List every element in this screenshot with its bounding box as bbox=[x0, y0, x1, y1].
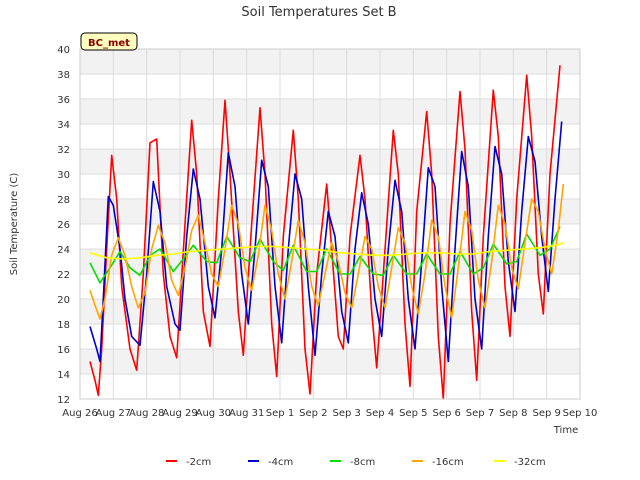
x-tick-label: Sep 6 bbox=[432, 408, 460, 419]
series-layer bbox=[89, 65, 565, 400]
grid-band bbox=[80, 49, 580, 74]
y-tick-label: 26 bbox=[57, 220, 70, 231]
series-line-2cm bbox=[89, 65, 561, 400]
x-tick-label: Aug 31 bbox=[229, 408, 264, 419]
legend: -2cm -4cm -8cm -16cm -32cm bbox=[166, 457, 546, 468]
legend-label: -16cm bbox=[432, 457, 464, 468]
x-tick-label: Sep 7 bbox=[466, 408, 494, 419]
y-tick-label: 32 bbox=[57, 145, 70, 156]
grid-band bbox=[80, 349, 580, 374]
background-bands bbox=[80, 49, 580, 374]
grid-band bbox=[80, 299, 580, 324]
y-tick-label: 14 bbox=[57, 370, 70, 381]
x-tick-label: Sep 10 bbox=[563, 408, 598, 419]
y-tick-label: 34 bbox=[57, 120, 70, 131]
x-tick-label: Aug 30 bbox=[196, 408, 231, 419]
legend-label: -4cm bbox=[268, 457, 293, 468]
legend-label: -8cm bbox=[350, 457, 375, 468]
y-tick-label: 20 bbox=[57, 295, 70, 306]
y-axis-label: Soil Temperature (C) bbox=[9, 173, 20, 276]
x-tick-label: Aug 26 bbox=[62, 408, 97, 419]
y-axis: 12 14 16 18 20 22 24 26 28 30 32 34 36 38 40 bbox=[57, 45, 70, 406]
chart-title: Soil Temperatures Set B bbox=[241, 5, 396, 20]
x-tick-label: Aug 29 bbox=[162, 408, 197, 419]
site-badge: BC_met bbox=[80, 32, 138, 51]
plot-area bbox=[79, 48, 581, 400]
y-tick-label: 28 bbox=[57, 195, 70, 206]
y-tick-label: 40 bbox=[57, 45, 70, 56]
x-tick-label: Sep 5 bbox=[399, 408, 427, 419]
x-tick-label: Sep 2 bbox=[299, 408, 327, 419]
x-tick-label: Sep 3 bbox=[332, 408, 360, 419]
legend-label: -32cm bbox=[514, 457, 546, 468]
x-tick-label: Sep 4 bbox=[366, 408, 394, 419]
y-tick-label: 12 bbox=[57, 395, 70, 406]
legend-label: -2cm bbox=[186, 457, 211, 468]
x-tick-label: Sep 9 bbox=[532, 408, 560, 419]
y-tick-label: 18 bbox=[57, 320, 70, 331]
y-tick-label: 36 bbox=[57, 95, 70, 106]
y-tick-label: 30 bbox=[57, 170, 70, 181]
y-tick-label: 16 bbox=[57, 345, 70, 356]
x-tick-label: Sep 8 bbox=[499, 408, 527, 419]
y-tick-label: 38 bbox=[57, 70, 70, 81]
x-axis-label: Time bbox=[553, 425, 578, 436]
y-tick-label: 24 bbox=[57, 245, 70, 256]
x-tick-label: Sep 1 bbox=[266, 408, 294, 419]
grid-band bbox=[80, 99, 580, 124]
site-badge-box bbox=[80, 32, 138, 51]
site-badge-label: BC_met bbox=[88, 38, 130, 49]
grid-band bbox=[80, 149, 580, 174]
series-line-4cm bbox=[89, 121, 563, 363]
plot-frame bbox=[79, 48, 581, 400]
y-tick-label: 22 bbox=[57, 270, 70, 281]
x-tick-label: Aug 28 bbox=[129, 408, 164, 419]
series-line-16cm bbox=[89, 183, 565, 320]
series-line-8cm bbox=[89, 226, 561, 284]
series-line-32cm bbox=[89, 242, 564, 260]
x-tick-label: Aug 27 bbox=[96, 408, 131, 419]
